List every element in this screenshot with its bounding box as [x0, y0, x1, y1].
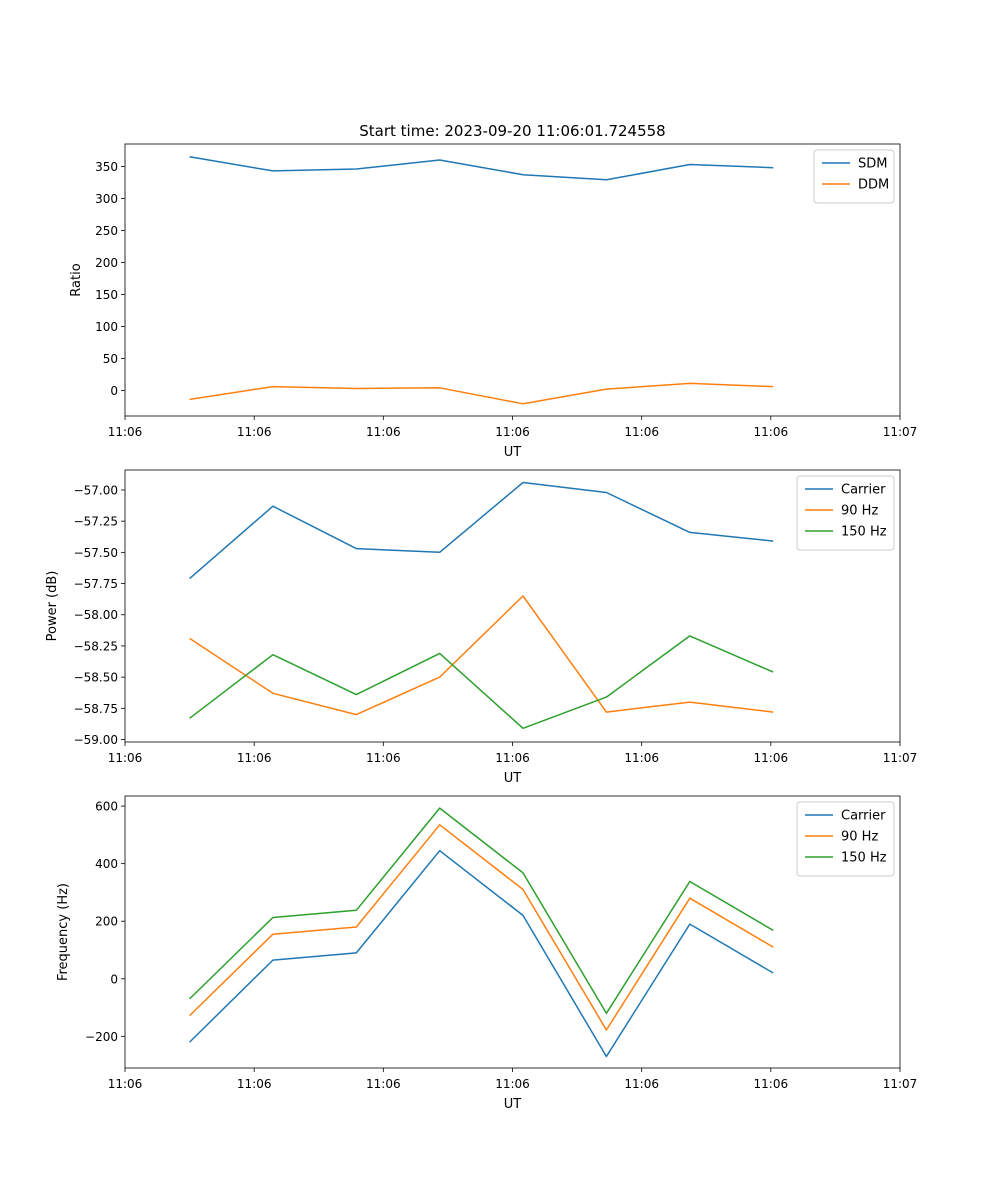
y-tick-label: −58.75 [74, 702, 118, 716]
y-tick-label: −58.50 [74, 671, 118, 685]
x-tick-label: 11:06 [237, 751, 272, 765]
y-axis-label: Ratio [69, 263, 84, 296]
y-axis-label: Frequency (Hz) [56, 883, 71, 981]
x-tick-label: 11:06 [495, 425, 530, 439]
legend-label: 150 Hz [841, 525, 887, 540]
y-tick-label: 300 [95, 192, 118, 206]
y-tick-label: −58.25 [74, 639, 118, 653]
x-tick-label: 11:07 [883, 751, 918, 765]
x-tick-label: 11:06 [754, 1077, 789, 1091]
series-line-90-hz [189, 824, 774, 1031]
y-tick-label: −59.00 [74, 733, 118, 747]
y-axis-label: Power (dB) [45, 571, 60, 642]
x-axis-label: UT [504, 445, 522, 460]
series-line-sdm [189, 156, 774, 181]
legend: Carrier 90 Hz 150 Hz [796, 475, 895, 551]
y-tick-label: −57.75 [74, 577, 118, 591]
subplot-1: 11:06 11:06 11:06 11:06 11:06 11:06 11:07 0 50 10… [69, 143, 918, 460]
x-axis-label: UT [504, 771, 522, 786]
subplot-3: 11:06 11:06 11:06 11:06 11:06 11:06 11:07 −200 0… [56, 795, 918, 1112]
x-tick-label: 11:06 [754, 425, 789, 439]
x-tick-label: 11:06 [754, 751, 789, 765]
x-tick-label: 11:07 [883, 425, 918, 439]
y-tick-label: −200 [85, 1030, 118, 1044]
x-tick-label: 11:06 [108, 425, 143, 439]
y-tick-label: 100 [95, 320, 118, 334]
x-tick-label: 11:06 [366, 425, 401, 439]
y-tick-label: 250 [95, 224, 118, 238]
legend-label: DDM [858, 178, 889, 193]
x-tick-label: 11:06 [495, 751, 530, 765]
x-tick-label: 11:06 [624, 425, 659, 439]
series-line-90-hz [189, 595, 774, 716]
x-tick-label: 11:06 [366, 751, 401, 765]
y-tick-label: 600 [95, 800, 118, 814]
y-tick-label: 400 [95, 857, 118, 871]
x-tick-label: 11:06 [108, 1077, 143, 1091]
y-tick-label: 150 [95, 288, 118, 302]
legend: SDM DDM [813, 149, 895, 204]
x-tick-label: 11:06 [624, 751, 659, 765]
y-tick-label: 200 [95, 915, 118, 929]
y-tick-label: 0 [110, 972, 118, 986]
figure-title: Start time: 2023-09-20 11:06:01.724558 [359, 122, 665, 140]
y-tick-label: 0 [110, 384, 118, 398]
x-tick-label: 11:06 [237, 425, 272, 439]
legend-label: 150 Hz [841, 851, 887, 866]
legend-label: 90 Hz [841, 504, 878, 519]
x-tick-label: 11:06 [366, 1077, 401, 1091]
y-tick-label: 350 [95, 160, 118, 174]
legend-label: SDM [858, 157, 887, 172]
series-line-150-hz [189, 807, 774, 1015]
x-tick-label: 11:06 [624, 1077, 659, 1091]
x-tick-label: 11:06 [108, 751, 143, 765]
series-line-carrier [189, 481, 774, 580]
legend-label: Carrier [841, 809, 886, 824]
legend-label: 90 Hz [841, 830, 878, 845]
series-line-carrier [189, 849, 774, 1058]
legend: Carrier 90 Hz 150 Hz [796, 801, 895, 877]
series-line-ddm [189, 382, 774, 405]
subplot-2: 11:06 11:06 11:06 11:06 11:06 11:06 11:07 −59.0… [45, 469, 918, 786]
series-line-150-hz [189, 635, 774, 730]
y-tick-label: 50 [103, 352, 118, 366]
x-tick-label: 11:06 [237, 1077, 272, 1091]
y-tick-label: −58.00 [74, 608, 118, 622]
legend-label: Carrier [841, 483, 886, 498]
y-tick-label: −57.50 [74, 546, 118, 560]
y-tick-label: −57.00 [74, 483, 118, 497]
x-tick-label: 11:07 [883, 1077, 918, 1091]
y-tick-label: 200 [95, 256, 118, 270]
x-tick-label: 11:06 [495, 1077, 530, 1091]
x-axis-label: UT [504, 1097, 522, 1112]
y-tick-label: −57.25 [74, 515, 118, 529]
